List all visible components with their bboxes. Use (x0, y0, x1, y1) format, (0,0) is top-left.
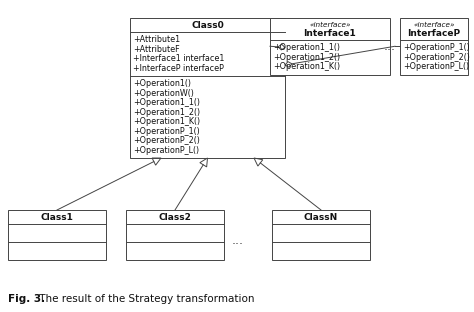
Text: Interface1: Interface1 (304, 30, 356, 38)
Text: +OperationW(): +OperationW() (133, 89, 194, 98)
Text: «interface»: «interface» (309, 22, 351, 28)
Bar (130, 18, 285, 158)
Bar (272, 210, 370, 260)
Text: +OperationP_2(): +OperationP_2() (403, 53, 470, 62)
Bar (8, 210, 106, 260)
Text: InterfaceP: InterfaceP (408, 30, 461, 38)
Text: +Attribute1: +Attribute1 (133, 35, 180, 44)
Text: The result of the Strategy transformation: The result of the Strategy transformatio… (36, 294, 255, 304)
Text: +Operation1_K(): +Operation1_K() (133, 117, 200, 126)
Bar (126, 210, 224, 260)
Text: Class0: Class0 (191, 21, 224, 30)
Text: +OperationP_L(): +OperationP_L() (403, 62, 469, 71)
Text: +OperationP_1(): +OperationP_1() (133, 127, 200, 136)
Text: +AttributeF: +AttributeF (133, 45, 180, 54)
Text: ...: ... (232, 233, 244, 246)
Text: ClassN: ClassN (304, 212, 338, 222)
Text: +Operation1_2(): +Operation1_2() (133, 108, 200, 117)
Text: +OperationP_L(): +OperationP_L() (133, 146, 199, 155)
Text: +Operation1_1(): +Operation1_1() (133, 98, 200, 107)
Text: +Operation1_K(): +Operation1_K() (273, 62, 340, 71)
Text: +Operation1_2(): +Operation1_2() (273, 53, 340, 62)
Text: +Interface1 interface1: +Interface1 interface1 (133, 54, 224, 63)
Text: Fig. 3.: Fig. 3. (8, 294, 45, 304)
Text: «interface»: «interface» (413, 22, 455, 28)
Text: Class2: Class2 (159, 212, 191, 222)
Text: ...: ... (384, 40, 396, 53)
Text: Class1: Class1 (41, 212, 73, 222)
Bar (400, 18, 468, 75)
Text: +InterfaceP interfaceP: +InterfaceP interfaceP (133, 64, 224, 73)
Text: +Operation1(): +Operation1() (133, 79, 191, 88)
Text: +Operation1_1(): +Operation1_1() (273, 43, 340, 52)
Bar (270, 18, 390, 75)
Text: +OperationP_1(): +OperationP_1() (403, 43, 470, 52)
Text: +OperationP_2(): +OperationP_2() (133, 136, 200, 145)
